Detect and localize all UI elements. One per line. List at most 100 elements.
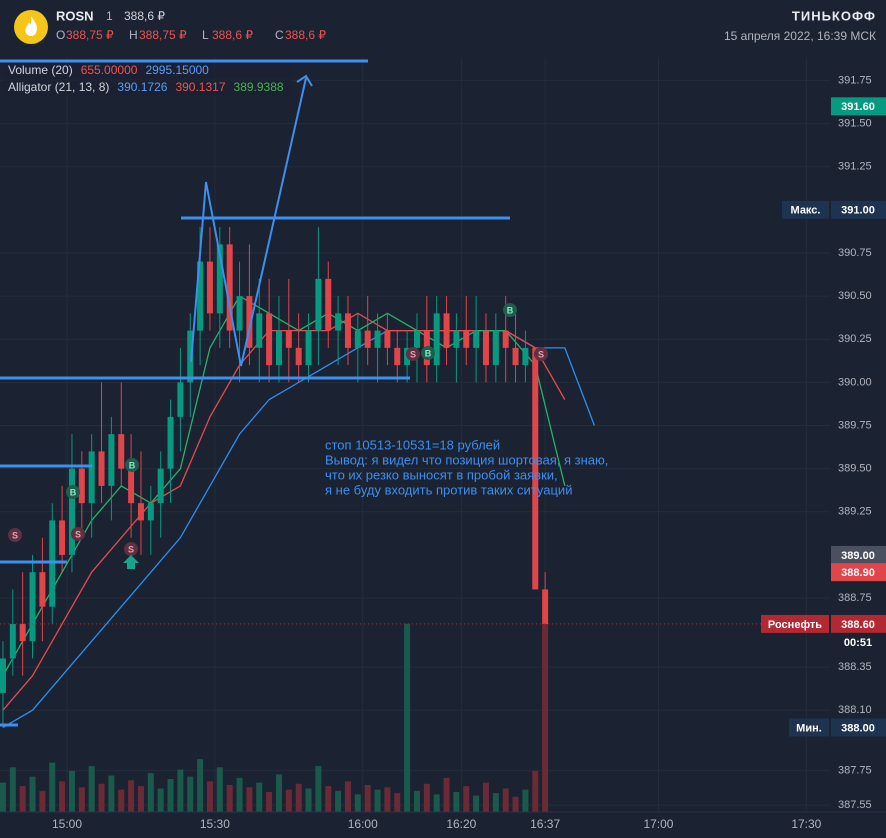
volume-bar [236,777,243,812]
volume-bar [384,787,391,812]
volume-bar [482,782,489,812]
candle-body [59,520,66,555]
candle-body [433,313,440,366]
volume-bar [167,779,174,812]
candle-body [473,330,480,348]
ohlc-key: L [202,28,209,42]
volume-bar [187,776,194,812]
candle-body [275,330,282,366]
candle-body [364,330,371,348]
candle-body [374,330,381,348]
price-tag-label: 388.90 [841,567,875,579]
tag-label: Мин. [796,722,822,734]
signal-badge [125,458,139,472]
volume-bar [335,790,342,812]
candle-body [0,658,6,693]
volume-bar [137,786,144,812]
x-tick-label: 17:00 [643,817,673,831]
ohlc-key: Н [129,28,138,42]
y-tick-label: 391.75 [838,74,872,86]
signal-badge [71,527,85,541]
last-price: 388,6 ₽ [124,9,165,23]
grid [0,58,830,812]
legend-value: 390.1317 [175,80,225,94]
price-tag [831,718,886,737]
date: 15 апреля 2022, 16:39 МСК [724,29,876,43]
axes: 391.75 391.50 391.25 390.75 390.50 390.25 390.… [52,74,872,831]
volume-bar [325,786,332,812]
volume-bar [0,782,6,812]
y-tick-label: 390.75 [838,247,872,259]
candle-body [29,572,36,642]
candle-body [532,347,539,590]
legend-bg [2,63,292,79]
price-tag [831,563,886,582]
candle-body [443,313,450,348]
y-tick-label: 388.10 [838,704,872,716]
volume-bar [266,792,273,812]
candle-body [354,330,361,348]
volume-bar [39,790,46,812]
volume-bar [453,792,460,812]
price-axis [830,58,886,838]
ohlc-value: 388,75 ₽ [139,28,187,42]
volume-bar [216,767,223,812]
candle-body [325,278,332,331]
candle-body [19,623,26,642]
volume-bar [522,789,529,812]
volume-bar [19,786,26,812]
candle-body [88,451,95,504]
y-tick-label: 389.75 [838,419,872,431]
tag-box [761,614,829,633]
alligator-line [2,295,566,677]
candle-body [78,468,85,504]
volume-bar [147,773,154,812]
arrow-head [296,74,313,87]
y-tick-label: 391.50 [838,117,872,129]
ohlc-value: 388,75 ₽ [66,28,114,42]
signal-label: B [425,348,432,358]
logo-flame [25,16,38,36]
volume-pane [0,623,549,812]
volume-bar [532,770,539,812]
signal-badge [406,347,420,361]
candle-body [335,313,342,331]
tag-box [782,200,829,219]
annotation-line: стоп 10513-10531=18 рублей [325,437,500,452]
x-tick-label: 16:20 [446,817,476,831]
countdown: 00:51 [844,637,872,649]
candle-body [128,468,135,504]
candle-body [206,261,213,314]
ohlc-value: 388,6 ₽ [212,28,253,42]
candle-body [394,347,401,366]
alligator-line [2,312,566,711]
price-tag-label: 388.00 [841,722,875,734]
countdown-box [831,632,886,651]
interval: 1 [106,9,113,23]
candle-body [187,330,194,383]
drawings [0,59,510,727]
candle-body [344,313,351,348]
candle-body [9,623,16,659]
candle-body [502,330,509,348]
candle-body [177,382,184,417]
ohlc-value: 388,6 ₽ [285,28,326,42]
signal-label: B [70,487,77,497]
candle-body [266,313,273,366]
volume-bar [88,766,95,812]
candle-body [167,416,174,469]
volume-bar [128,780,135,812]
price-tag [831,614,886,633]
signal-badge [124,542,138,556]
ohlc-key: О [56,28,65,42]
y-tick-label: 390.25 [838,333,872,345]
volume-bar [285,789,292,812]
volume-bar [404,623,411,812]
candles [0,227,549,728]
candle-body [384,330,391,348]
volume-bar [394,793,401,812]
candle-body [453,330,460,348]
candle-body [413,330,420,348]
